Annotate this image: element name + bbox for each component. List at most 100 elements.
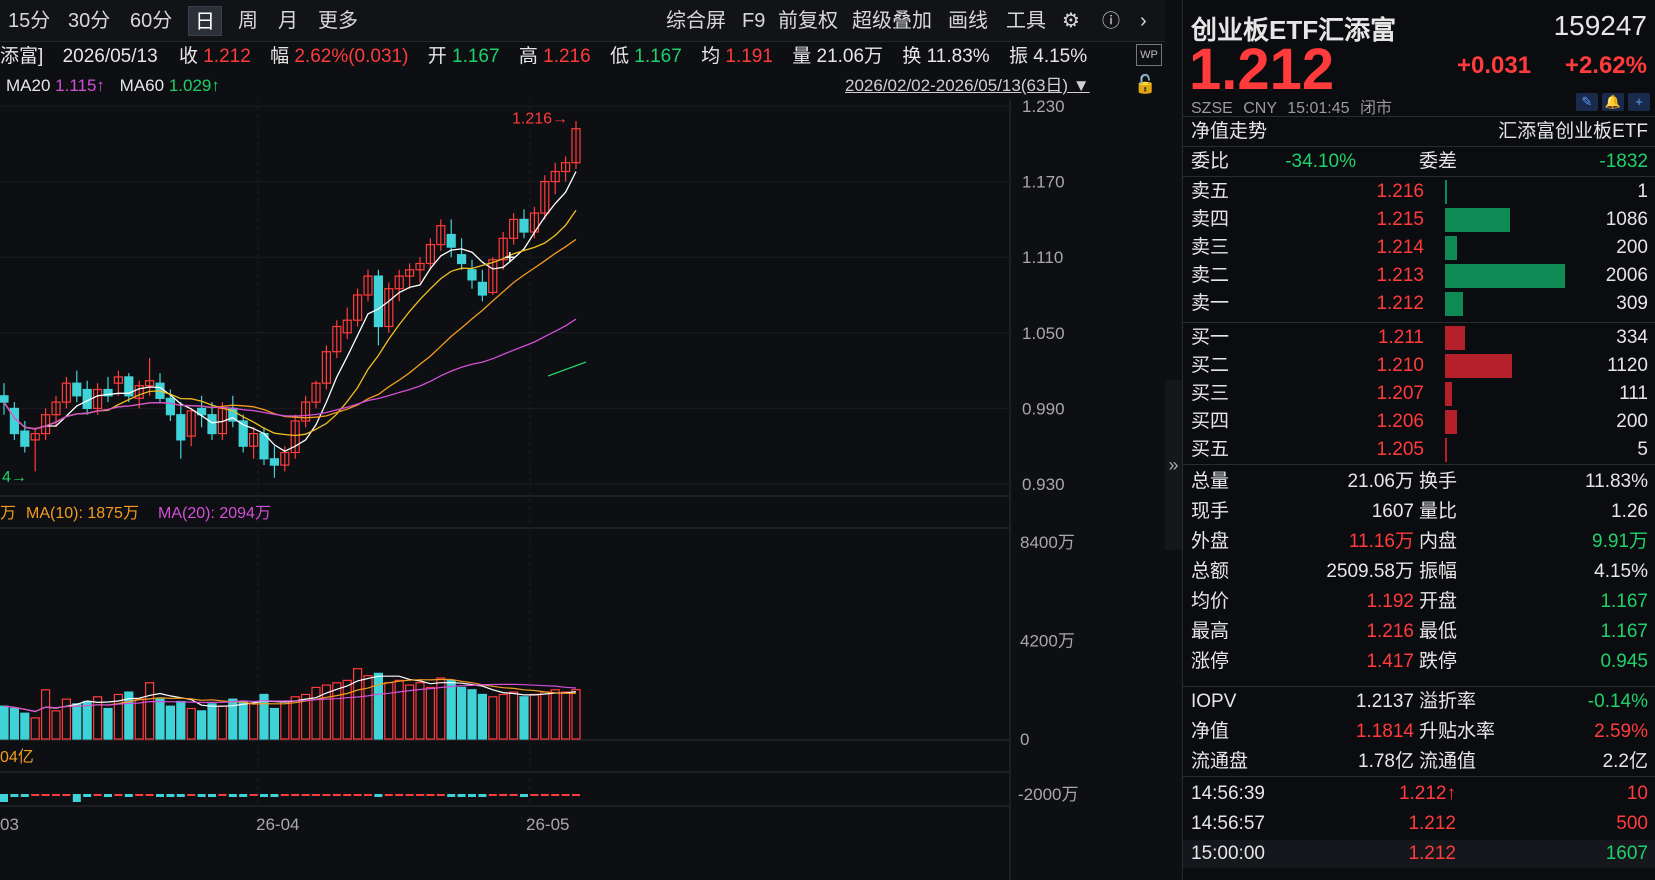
- edit-icon[interactable]: ✎: [1576, 93, 1598, 111]
- drawn-trendline: [547, 361, 587, 377]
- ask-row[interactable]: 卖一 1.212 309: [1183, 290, 1655, 318]
- flow-bar: [551, 794, 560, 796]
- flow-bar: [20, 794, 29, 797]
- period-15m-button[interactable]: 15分: [8, 10, 51, 32]
- stat-value: 1.192: [1366, 591, 1414, 612]
- candle-body: [436, 225, 446, 246]
- add-icon[interactable]: +: [1628, 93, 1650, 111]
- volume-bar: [269, 707, 279, 740]
- tools-button[interactable]: 工具: [1006, 10, 1046, 32]
- period-week-button[interactable]: 周: [238, 10, 258, 32]
- stat-row: 总额 2509.58万 振幅 4.15%: [1183, 558, 1655, 586]
- date-axis-label: 03: [0, 815, 19, 834]
- ask-row[interactable]: 卖五 1.216 1: [1183, 178, 1655, 206]
- stat-label: 最高: [1191, 621, 1230, 642]
- stat-row: 最高 1.216 最低 1.167: [1183, 618, 1655, 646]
- bid-row[interactable]: 买一 1.211 334: [1183, 324, 1655, 352]
- flow-bar: [249, 794, 258, 796]
- bid-row[interactable]: 买四 1.206 200: [1183, 408, 1655, 436]
- help-icon[interactable]: ⓘ: [1102, 11, 1120, 31]
- volume-bar: [238, 700, 248, 740]
- flow-bar: [156, 794, 164, 797]
- volume-bar: [92, 696, 103, 740]
- flow-bar: [93, 794, 102, 796]
- candle-body: [332, 325, 342, 353]
- more-periods-button[interactable]: 更多: [318, 10, 358, 32]
- chevron-right-icon[interactable]: ›: [1140, 10, 1147, 32]
- period-day-button[interactable]: 日: [188, 6, 222, 36]
- f9-button[interactable]: F9: [742, 10, 766, 32]
- unlock-icon[interactable]: 🔓: [1134, 74, 1157, 94]
- nav-trend-row[interactable]: 净值走势 汇添富创业板ETF: [1183, 118, 1655, 146]
- draw-button[interactable]: 画线: [948, 10, 988, 32]
- order-diff-value: -1832: [1599, 151, 1648, 172]
- market-status: 闭市: [1359, 100, 1392, 117]
- candle-body: [457, 254, 467, 265]
- period-month-button[interactable]: 月: [278, 10, 298, 32]
- candle-body: [103, 388, 113, 397]
- low-label: 低: [609, 46, 629, 67]
- stat-label: 流通盘: [1191, 751, 1249, 772]
- stat-label: 最低: [1419, 621, 1458, 642]
- volume-ma20-line: [3, 683, 577, 713]
- flow-bar: [104, 794, 112, 797]
- bid-volume-bar: [1445, 410, 1457, 434]
- ma60-label: MA60: [119, 76, 165, 95]
- bid-volume: 334: [1616, 327, 1648, 348]
- ma60-line: [3, 318, 577, 430]
- volume-bar: [197, 710, 207, 740]
- stat-value: 2509.58万: [1326, 561, 1414, 582]
- tick-volume: 1607: [1605, 843, 1648, 864]
- ask-row[interactable]: 卖二 1.213 2006: [1183, 262, 1655, 290]
- ask-volume-bar: [1445, 292, 1464, 316]
- tick-price: 1.212: [1408, 840, 1456, 868]
- adjust-button[interactable]: 前复权: [778, 10, 838, 32]
- flow-bar: [488, 794, 497, 796]
- overlay-button[interactable]: 超级叠加: [852, 10, 932, 32]
- bid-label: 买二: [1191, 355, 1230, 376]
- nav-trend-label: 净值走势: [1191, 121, 1268, 142]
- volume-bar: [384, 682, 394, 740]
- ask-volume-bar: [1445, 264, 1565, 288]
- ask-label: 卖三: [1191, 237, 1230, 258]
- open-value: 1.167: [452, 46, 500, 67]
- period-60m-button[interactable]: 60分: [130, 10, 173, 32]
- collapse-panel-handle[interactable]: »: [1165, 380, 1182, 550]
- candle-body: [394, 275, 404, 290]
- window-icon[interactable]: WP: [1136, 44, 1162, 66]
- price-axis-label: 0.990: [1022, 399, 1065, 418]
- ask-row[interactable]: 卖三 1.214 200: [1183, 234, 1655, 262]
- date-range-selector[interactable]: 2026/02/02-2026/05/13(63日) ▼: [845, 72, 1090, 100]
- volume-bar: [373, 672, 383, 740]
- kline-chart[interactable]: 1.216→ 4→ + 万 MA(10): 1875万 MA(20): 2094万 840…: [0, 97, 1165, 880]
- bid-row[interactable]: 买二 1.210 1120: [1183, 352, 1655, 380]
- flow-bar: [124, 794, 133, 797]
- stat-value: 11.83%: [1584, 471, 1648, 492]
- flow-bar: [166, 794, 175, 797]
- composite-screen-button[interactable]: 综合屏: [666, 10, 726, 32]
- bid-label: 买四: [1191, 411, 1230, 432]
- dropdown-icon: ▼: [1068, 76, 1090, 95]
- stat-value: 0.945: [1600, 651, 1648, 672]
- stat-value: 1.167: [1600, 591, 1648, 612]
- candle-body: [165, 397, 175, 416]
- flow-bar: [301, 794, 310, 796]
- high-value: 1.216: [543, 46, 591, 67]
- gear-icon[interactable]: ⚙: [1062, 10, 1080, 32]
- bid-volume: 200: [1616, 411, 1648, 432]
- flow-bar: [0, 794, 8, 802]
- period-30m-button[interactable]: 30分: [68, 10, 111, 32]
- alert-bell-icon[interactable]: 🔔: [1602, 93, 1624, 111]
- volume-unit-label: 万: [0, 505, 16, 522]
- flow-bar: [228, 794, 237, 797]
- chart-area[interactable]: 1.216→ 4→ + 万 MA(10): 1875万 MA(20): 2094万 840…: [0, 97, 1165, 880]
- bid-row[interactable]: 买三 1.207 111: [1183, 380, 1655, 408]
- flow-bar: [509, 794, 518, 796]
- flow-bar: [62, 794, 71, 796]
- stat-row: 均价 1.192 开盘 1.167: [1183, 588, 1655, 616]
- volume-bar: [176, 700, 186, 740]
- volume-bar: [405, 684, 415, 740]
- volume-bar: [415, 682, 425, 740]
- bid-row[interactable]: 买五 1.205 5: [1183, 436, 1655, 464]
- ask-row[interactable]: 卖四 1.215 1086: [1183, 206, 1655, 234]
